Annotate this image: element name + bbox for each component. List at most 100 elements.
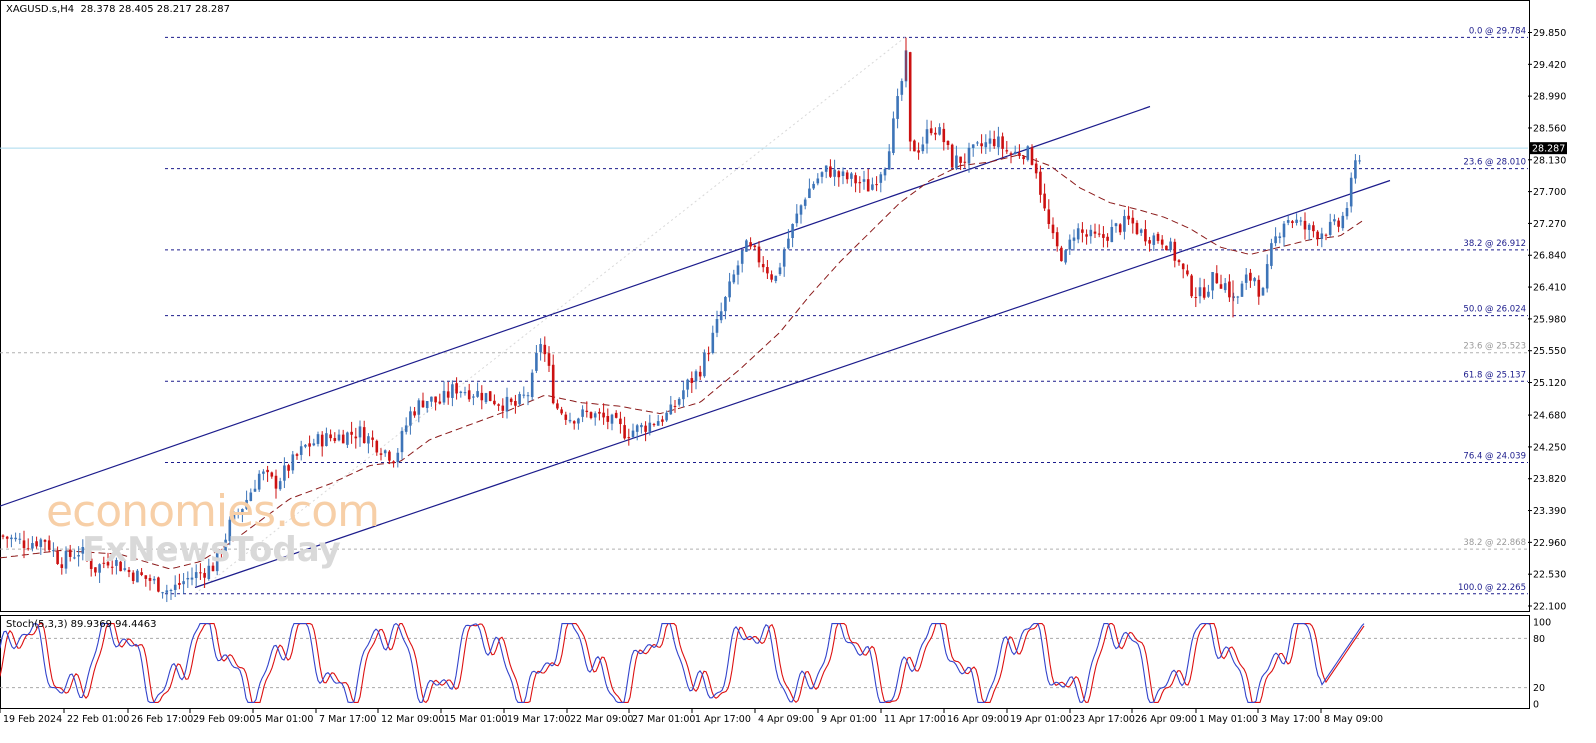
candle-body — [316, 434, 320, 444]
candle-body — [350, 431, 353, 435]
candle-body — [39, 539, 43, 547]
time-tick-label: 22 Feb 01:00 — [67, 714, 129, 725]
candle-body — [26, 548, 30, 550]
stoch-main-line — [0, 622, 1365, 703]
candle-body — [703, 352, 706, 377]
time-tick-label: 16 Apr 09:00 — [947, 714, 1009, 725]
candle-body — [493, 400, 496, 405]
candle-body — [346, 432, 349, 445]
candle-body — [337, 434, 341, 441]
candle-body — [711, 332, 715, 353]
candle-body — [955, 155, 958, 169]
candle-body — [900, 81, 904, 95]
candle-body — [707, 353, 710, 355]
candle-body — [203, 572, 206, 578]
candle-body — [480, 392, 484, 401]
candle-body — [686, 379, 689, 390]
candle-body — [1265, 264, 1269, 289]
candle-body — [631, 430, 635, 438]
candle-body — [774, 275, 778, 282]
fib-level-label: 61.8 @ 25.137 — [1463, 370, 1526, 380]
candle-body — [1286, 220, 1290, 223]
candle-body — [1253, 278, 1256, 282]
price-tick-label: 23.820 — [1533, 474, 1566, 485]
candle-body — [997, 136, 1000, 148]
candle-body — [1055, 232, 1059, 247]
candle-body — [871, 184, 874, 190]
candle-body — [60, 564, 64, 568]
candle-body — [551, 364, 555, 404]
candle-body — [694, 371, 698, 382]
stoch-tick-label: 20 — [1533, 683, 1545, 694]
candle-body — [677, 398, 681, 405]
candle-body — [875, 184, 878, 186]
candle-body — [1219, 284, 1223, 289]
candle-body — [1005, 150, 1009, 152]
candle-body — [661, 419, 664, 422]
price-tick-label: 29.850 — [1533, 28, 1566, 39]
price-tick-label: 28.560 — [1533, 123, 1566, 134]
candle-body — [236, 512, 240, 514]
candle-body — [417, 400, 421, 415]
candle-body — [1081, 229, 1084, 233]
candle-body — [1316, 231, 1319, 239]
candle-body — [1333, 219, 1336, 222]
candle-body — [539, 344, 542, 353]
fib-level-label: 38.2 @ 26.912 — [1463, 239, 1526, 249]
candlestick-series — [1, 37, 1361, 603]
candle-body — [1148, 240, 1151, 244]
candle-body — [266, 469, 269, 473]
fib-level-label: 50.0 @ 26.024 — [1463, 305, 1526, 315]
candle-body — [1030, 147, 1034, 165]
candle-body — [833, 169, 836, 177]
candle-body — [829, 166, 832, 177]
candle-body — [262, 471, 265, 474]
candle-body — [299, 446, 303, 455]
candle-body — [278, 481, 282, 490]
candle-body — [837, 171, 841, 178]
watermark-economies: economies.com — [46, 486, 380, 537]
candle-body — [228, 519, 232, 541]
candle-body — [52, 550, 55, 552]
price-tick-label: 28.990 — [1533, 92, 1566, 103]
candle-body — [157, 577, 160, 592]
candle-body — [648, 422, 652, 432]
candle-body — [778, 267, 782, 275]
candle-body — [467, 390, 471, 400]
candle-body — [1169, 241, 1172, 251]
candle-body — [556, 403, 559, 409]
candle-body — [1270, 243, 1273, 266]
candle-body — [644, 425, 647, 432]
candle-body — [1114, 223, 1118, 227]
current-price-label: 28.287 — [1532, 144, 1565, 155]
candle-body — [728, 281, 731, 298]
candle-body — [211, 565, 215, 572]
candle-body — [178, 582, 181, 585]
time-tick-label: 23 Apr 17:00 — [1073, 714, 1135, 725]
candle-body — [56, 551, 59, 564]
candle-body — [73, 557, 76, 559]
candle-body — [438, 401, 442, 404]
candle-body — [1047, 209, 1051, 225]
candle-body — [232, 512, 236, 520]
candle-body — [472, 396, 475, 398]
candle-body — [47, 540, 51, 550]
candle-body — [1282, 223, 1286, 238]
candle-body — [98, 564, 101, 573]
candle-body — [1341, 215, 1345, 229]
candle-body — [1202, 287, 1206, 298]
candle-body — [102, 562, 106, 564]
candle-body — [581, 409, 584, 417]
candle-body — [1320, 233, 1324, 239]
candle-body — [169, 590, 173, 592]
candle-body — [526, 395, 530, 397]
candle-body — [1043, 193, 1046, 209]
candle-body — [518, 394, 521, 405]
candle-body — [110, 566, 114, 568]
watermark-fxnewstoday: FxNewsToday — [82, 530, 341, 570]
candle-body — [745, 240, 748, 252]
candle-body — [413, 411, 416, 416]
candle-body — [799, 205, 803, 215]
moving-average-line — [0, 154, 1363, 570]
